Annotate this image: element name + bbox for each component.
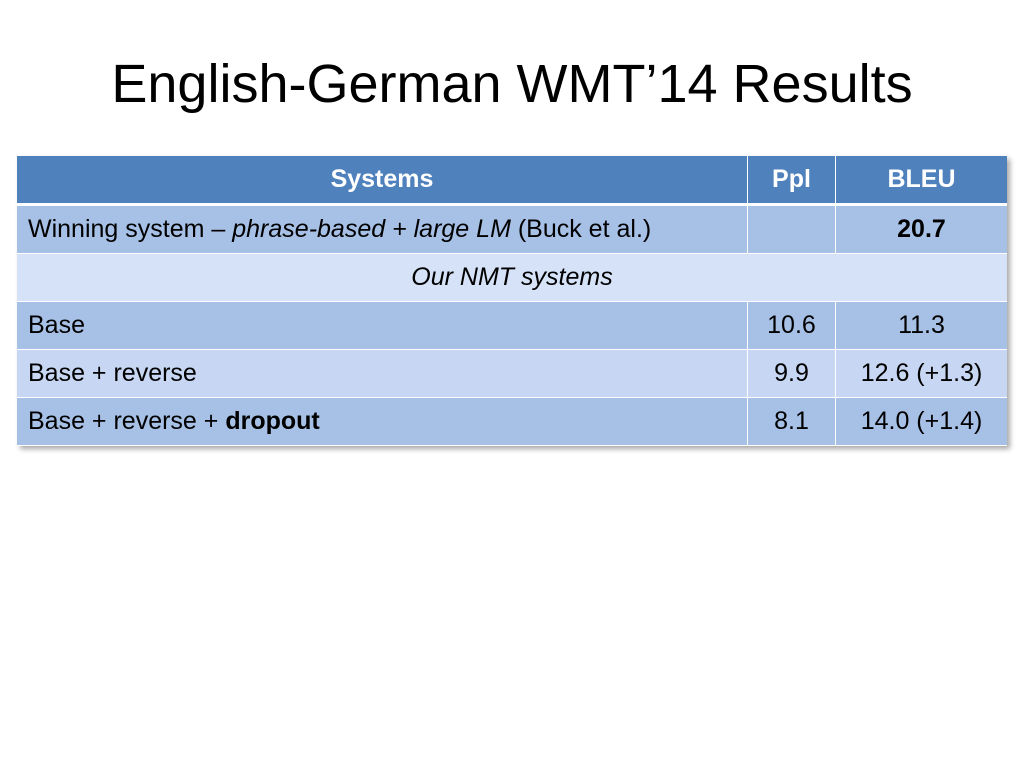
system-name-emphasis: dropout <box>225 407 320 435</box>
cell-ppl: 9.9 <box>748 350 836 398</box>
cell-ppl: 10.6 <box>748 302 836 350</box>
system-name: Base + reverse <box>28 359 197 387</box>
table-row: Base + reverse + dropout 8.1 14.0 (+1.4) <box>17 398 1007 446</box>
table-header-row: Systems Ppl BLEU <box>17 156 1007 206</box>
cell-ppl: 8.1 <box>748 398 836 446</box>
winning-system-citation: (Buck et al.) <box>510 215 652 243</box>
system-name: Base <box>28 311 85 339</box>
cell-system: Winning system – phrase-based + large LM… <box>17 206 748 254</box>
slide-title: English-German WMT’14 Results <box>111 54 913 114</box>
header-ppl: Ppl <box>748 156 836 206</box>
winning-system-method: phrase-based + large LM <box>232 215 511 243</box>
winning-system-prefix: Winning system – <box>28 215 233 243</box>
cell-bleu: 12.6 (+1.3) <box>836 350 1007 398</box>
results-table: Systems Ppl BLEU Winning system – phrase… <box>17 156 1007 446</box>
cell-bleu: 20.7 <box>836 206 1007 254</box>
cell-system: Base + reverse + dropout <box>17 398 748 446</box>
cell-bleu: 11.3 <box>836 302 1007 350</box>
table-row-section: Our NMT systems <box>17 254 1007 302</box>
cell-ppl <box>748 206 836 254</box>
cell-system: Base <box>17 302 748 350</box>
cell-bleu: 14.0 (+1.4) <box>836 398 1007 446</box>
table-row: Base 10.6 11.3 <box>17 302 1007 350</box>
section-label: Our NMT systems <box>17 254 1007 302</box>
header-systems: Systems <box>17 156 748 206</box>
header-bleu: BLEU <box>836 156 1007 206</box>
system-name: Base + reverse + <box>28 407 226 435</box>
table-row: Base + reverse 9.9 12.6 (+1.3) <box>17 350 1007 398</box>
cell-system: Base + reverse <box>17 350 748 398</box>
table-row-winning-system: Winning system – phrase-based + large LM… <box>17 206 1007 254</box>
